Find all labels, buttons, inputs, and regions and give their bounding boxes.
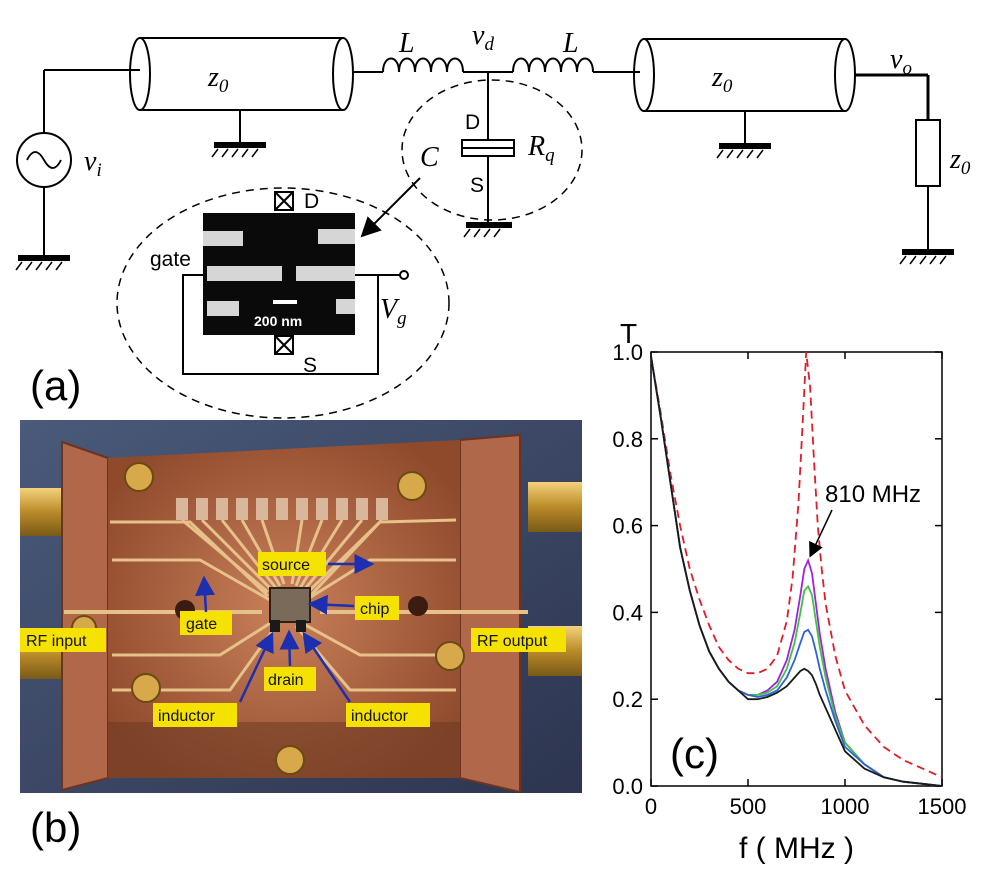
label-source: source xyxy=(262,557,310,574)
sma-connector-top-left xyxy=(20,488,65,536)
label-L1: L xyxy=(398,28,415,59)
label-inductor-left: inductor xyxy=(158,708,216,725)
sine-icon xyxy=(26,151,62,169)
qd-capacitor-bottom xyxy=(461,147,515,157)
panel-b-label: (b) xyxy=(30,804,81,851)
scale-bar-label: 200 nm xyxy=(254,313,302,329)
sma-connector-top-right xyxy=(528,482,582,532)
series-line-4 xyxy=(651,356,942,786)
panel-c-label: (c) xyxy=(670,730,719,777)
series-line-5 xyxy=(651,356,942,786)
x-tick-label: 1500 xyxy=(918,794,967,819)
label-D-sem: D xyxy=(304,190,319,213)
y-axis-label: T xyxy=(620,318,637,349)
scale-bar xyxy=(273,300,297,304)
x-axis-label: f ( MHz ) xyxy=(739,832,854,865)
label-vi: vi xyxy=(84,146,102,181)
label-chip: chip xyxy=(360,601,389,618)
label-z0-line1: z0 xyxy=(207,62,229,97)
label-C: C xyxy=(420,142,439,173)
sem-dashed-ellipse xyxy=(116,187,450,419)
label-S-sem: S xyxy=(303,354,317,377)
series-line-2 xyxy=(651,356,942,786)
ground-symbol-qd xyxy=(463,222,512,238)
inductor-component-left xyxy=(270,620,280,632)
plot-frame xyxy=(650,351,943,787)
bond-pads xyxy=(176,498,388,520)
inductor-component-right xyxy=(296,620,306,632)
label-Rq: Rq xyxy=(527,131,555,166)
panel-a-circuit xyxy=(15,37,954,419)
x-tick-label: 0 xyxy=(645,794,657,819)
inductor-1-symbol xyxy=(382,57,464,73)
label-gate-sem: gate xyxy=(150,248,191,271)
annotation-arrow xyxy=(809,509,833,558)
qd-dashed-ellipse xyxy=(401,79,583,221)
photo-arrows xyxy=(195,554,375,703)
y-tick-label: 0.8 xyxy=(612,427,643,452)
x-tick-label: 1000 xyxy=(821,794,870,819)
panel-c-chart: 0.0 0.2 0.4 0.6 0.8 1.0 0 500 1000 1500 Tf ( MHz )… xyxy=(612,318,966,865)
label-Vg: Vg xyxy=(380,294,407,329)
label-D-qd: D xyxy=(465,111,480,134)
inductor-2-symbol xyxy=(512,57,594,73)
transmission-line-1 xyxy=(129,37,354,158)
panel-a-label: (a) xyxy=(30,362,81,409)
label-gate: gate xyxy=(186,616,217,633)
ground-symbol-left xyxy=(15,255,70,271)
label-rf-output: RF output xyxy=(477,633,548,650)
vg-terminal xyxy=(399,270,409,280)
chip-die xyxy=(269,587,311,623)
y-tick-label: 0.2 xyxy=(612,687,643,712)
panel-b-photo: RF input RF output source gate chip drai… xyxy=(20,420,582,794)
annotation-810mhz: 810 MHz xyxy=(825,481,921,508)
series-line-1 xyxy=(651,352,942,779)
y-tick-label: 1.0 xyxy=(612,340,643,365)
label-drain: drain xyxy=(268,672,304,689)
label-z0-line2: z0 xyxy=(711,62,733,97)
label-vo: vo xyxy=(890,44,912,79)
label-z0-load: z0 xyxy=(949,144,971,179)
ground-symbol-right xyxy=(899,249,954,265)
y-tick-label: 0.6 xyxy=(612,514,643,539)
label-inductor-right: inductor xyxy=(351,708,409,725)
x-tick-label: 500 xyxy=(730,794,767,819)
transmission-line-2 xyxy=(633,38,856,159)
label-rf-input: RF input xyxy=(26,633,87,650)
label-L2: L xyxy=(562,28,579,59)
sem-image xyxy=(203,213,355,335)
label-S-qd: S xyxy=(470,174,484,197)
y-tick-label: 0.4 xyxy=(612,600,643,625)
y-tick-label: 0.0 xyxy=(612,774,643,799)
label-vd: vd xyxy=(472,20,494,55)
qd-capacitor-top xyxy=(461,139,515,149)
screws xyxy=(71,462,465,775)
series-line-3 xyxy=(651,356,942,786)
load-resistor-symbol xyxy=(915,119,941,187)
